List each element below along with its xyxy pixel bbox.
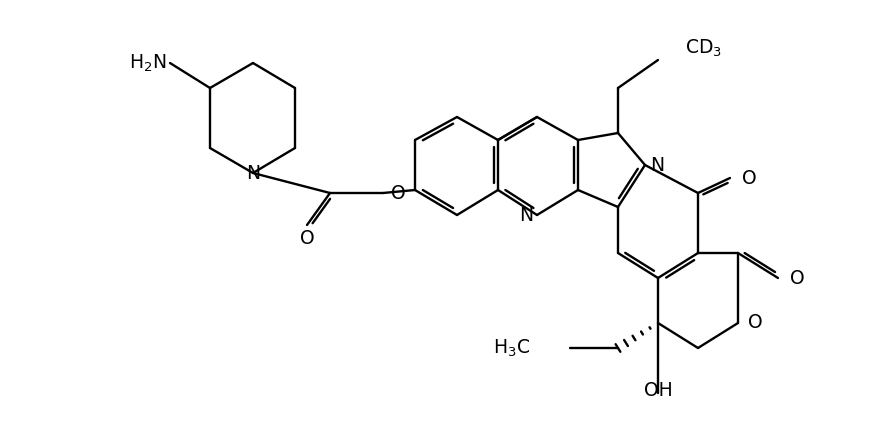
Text: H$_2$N: H$_2$N (129, 52, 167, 74)
Text: N: N (246, 163, 260, 182)
Text: CD$_3$: CD$_3$ (685, 37, 722, 59)
Text: N: N (519, 205, 533, 225)
Text: H$_3$C: H$_3$C (492, 337, 530, 359)
Text: OH: OH (643, 381, 672, 400)
Text: O: O (299, 229, 314, 248)
Text: O: O (748, 313, 763, 333)
Text: O: O (742, 169, 757, 187)
Text: N: N (650, 155, 664, 175)
Text: O: O (790, 268, 805, 288)
Text: O: O (391, 184, 406, 202)
